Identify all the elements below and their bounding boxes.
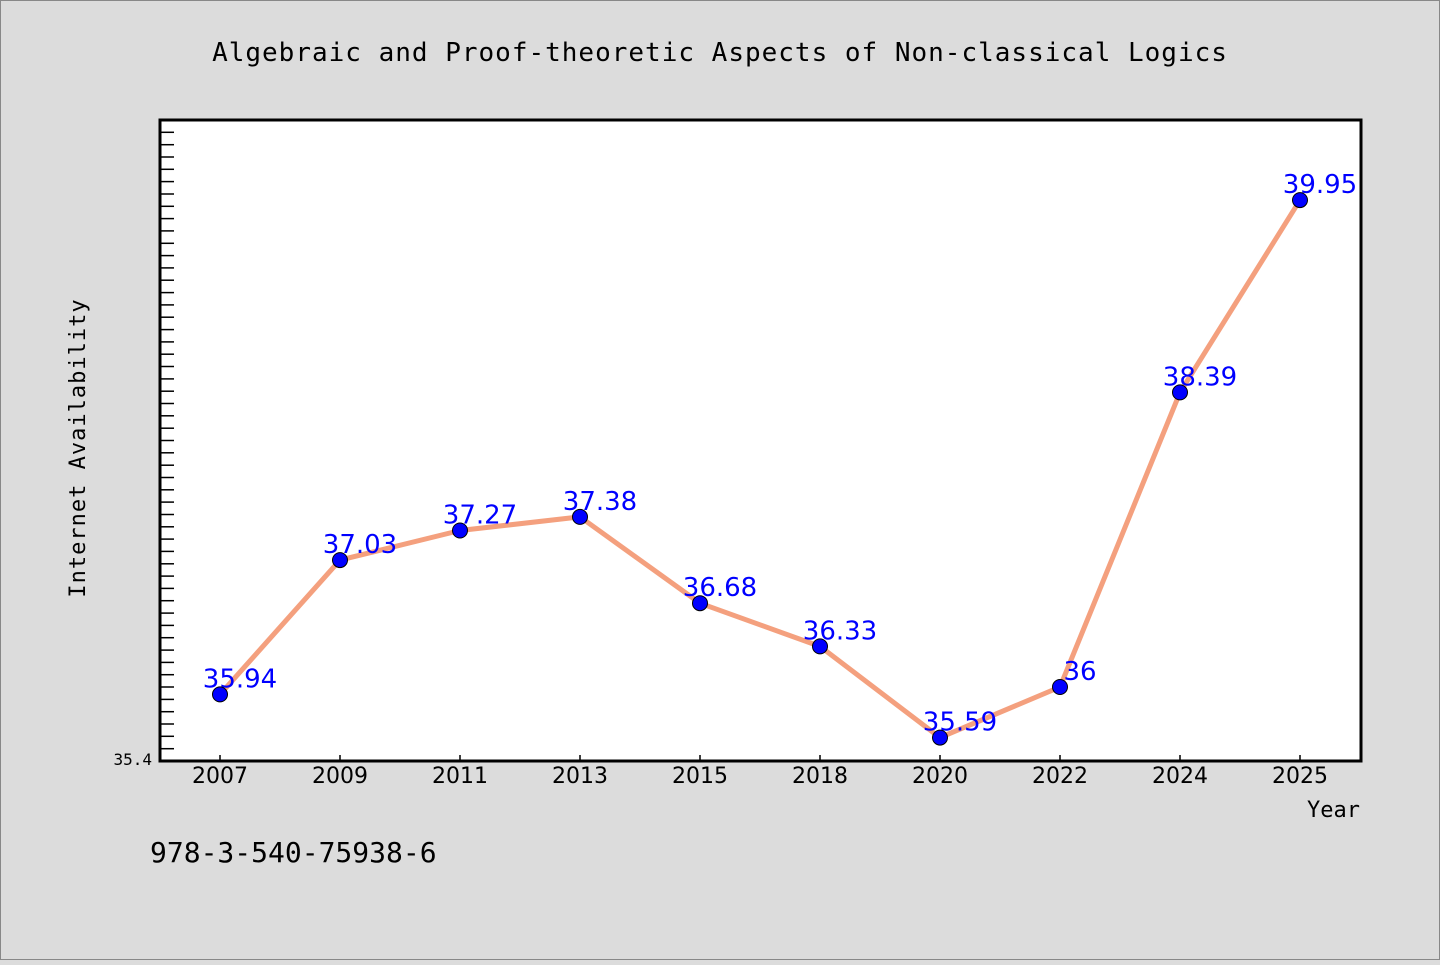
data-label: 36	[1063, 657, 1096, 687]
x-axis-ticks: 2007 2009 2011 2013 2015 2018 2020 2022 2024 2025	[192, 755, 1328, 789]
data-point	[812, 638, 828, 655]
isbn-footer: 978-3-540-75938-6	[150, 836, 437, 869]
x-tick-label: 2009	[312, 764, 368, 789]
x-tick-label: 2007	[192, 764, 248, 789]
x-tick-label: 2018	[792, 764, 848, 789]
data-point	[572, 508, 588, 525]
data-point	[212, 686, 228, 703]
x-axis-label: Year	[1307, 798, 1360, 823]
chart-title: Algebraic and Proof-theoretic Aspects of…	[212, 38, 1228, 68]
x-tick-label: 2022	[1032, 764, 1088, 789]
x-tick-label: 2024	[1152, 764, 1208, 789]
x-tick-label: 2025	[1272, 764, 1328, 789]
x-tick-label: 2011	[432, 764, 488, 789]
data-point	[332, 552, 348, 569]
plot-area	[158, 118, 1363, 763]
y-axis-label: Internet Availability	[66, 298, 91, 597]
data-point	[1292, 192, 1308, 209]
x-tick-label: 2013	[552, 764, 608, 789]
series-line	[217, 197, 1303, 741]
data-markers	[212, 192, 1308, 746]
x-tick-label: 2015	[672, 764, 728, 789]
data-point	[452, 522, 468, 539]
data-point	[692, 595, 708, 612]
data-point	[1052, 679, 1068, 695]
data-point	[1172, 384, 1188, 401]
x-tick-label: 2020	[912, 764, 968, 789]
data-point	[932, 729, 948, 746]
y-axis-ticks	[160, 131, 174, 750]
y-tick-label: 35.4	[113, 750, 152, 769]
